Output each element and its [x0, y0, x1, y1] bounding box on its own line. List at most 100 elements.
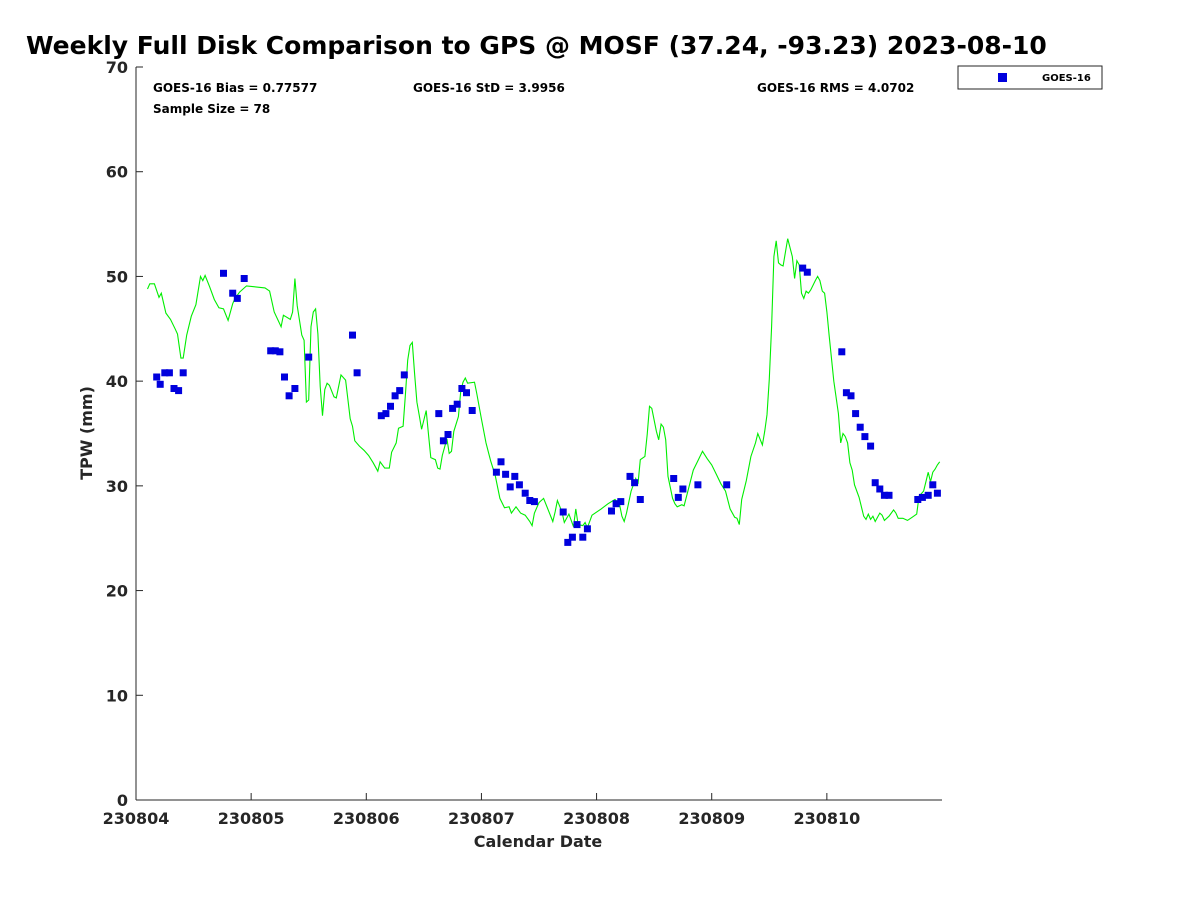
data-point-goes16 — [435, 410, 443, 418]
data-point-goes16 — [506, 483, 514, 491]
data-point-goes16 — [153, 373, 161, 381]
data-point-goes16 — [400, 371, 408, 379]
data-point-goes16 — [156, 380, 164, 388]
data-point-goes16 — [670, 475, 678, 482]
data-point-goes16 — [240, 275, 248, 282]
data-point-goes16 — [458, 385, 466, 392]
data-point-goes16 — [377, 412, 385, 420]
x-tick-label: 230808 — [563, 809, 630, 828]
data-point-goes16 — [511, 472, 519, 480]
data-point-goes16 — [271, 347, 279, 355]
data-point-goes16 — [165, 369, 173, 377]
chart-title: Weekly Full Disk Comparison to GPS @ MOS… — [26, 31, 1047, 60]
data-point-goes16 — [842, 389, 850, 397]
y-tick-label: 60 — [106, 163, 128, 182]
data-point-goes16 — [267, 347, 275, 355]
data-point-goes16 — [281, 373, 288, 381]
data-point-goes16 — [353, 369, 361, 377]
data-point-goes16 — [933, 489, 941, 497]
y-tick-label: 40 — [106, 372, 128, 391]
data-point-goes16 — [291, 385, 299, 392]
data-point-goes16 — [349, 331, 356, 339]
data-point-goes16 — [170, 385, 178, 392]
series-line-gps — [146, 238, 941, 530]
data-point-goes16 — [856, 423, 864, 431]
y-tick-label: 30 — [106, 477, 128, 496]
x-axis-label: Calendar Date — [474, 832, 603, 851]
data-point-goes16 — [444, 431, 452, 438]
data-point-goes16 — [179, 369, 187, 377]
data-point-goes16 — [612, 500, 620, 508]
stat-sample-size: Sample Size = 78 — [153, 102, 270, 116]
data-point-goes16 — [626, 472, 634, 480]
y-tick-label: 10 — [106, 686, 128, 705]
y-tick-label: 0 — [117, 791, 128, 810]
x-tick-label: 230807 — [448, 809, 515, 828]
data-point-goes16 — [521, 489, 529, 497]
data-point-goes16 — [161, 369, 169, 377]
data-point-goes16 — [867, 442, 875, 450]
data-point-goes16 — [608, 507, 615, 515]
legend-label: GOES-16 — [1042, 73, 1091, 84]
data-point-goes16 — [439, 437, 447, 445]
data-point-goes16 — [559, 508, 567, 516]
data-point-goes16 — [382, 410, 390, 418]
data-point-goes16 — [723, 481, 731, 489]
stat-rms: GOES-16 RMS = 4.0702 — [757, 81, 914, 95]
data-point-goes16 — [305, 353, 313, 361]
legend: GOES-16 — [957, 65, 1103, 90]
y-tick-label: 20 — [106, 582, 128, 601]
data-point-goes16 — [391, 392, 399, 400]
y-axis-label: TPW (mm) — [77, 386, 96, 480]
data-point-goes16 — [679, 485, 687, 493]
data-point-goes16 — [285, 392, 293, 400]
x-tick-label: 230806 — [333, 809, 400, 828]
data-point-goes16 — [175, 387, 183, 395]
data-point-goes16 — [852, 410, 860, 418]
data-point-goes16 — [220, 269, 227, 277]
data-point-goes16 — [233, 294, 241, 302]
data-point-goes16 — [564, 538, 572, 546]
data-point-goes16 — [515, 481, 523, 489]
data-point-goes16 — [636, 496, 644, 503]
data-point-goes16 — [468, 407, 476, 414]
legend-box — [957, 65, 1103, 90]
data-point-goes16 — [871, 479, 879, 487]
data-point-goes16 — [497, 458, 505, 466]
data-point-goes16 — [453, 400, 461, 408]
data-point-goes16 — [387, 402, 394, 410]
data-point-goes16 — [885, 491, 893, 499]
stat-std: GOES-16 StD = 3.9956 — [413, 81, 565, 95]
legend-marker — [998, 73, 1007, 82]
data-point-goes16 — [924, 491, 932, 499]
data-point-goes16 — [449, 404, 457, 412]
data-point-goes16 — [880, 491, 888, 499]
data-point-goes16 — [492, 468, 500, 476]
data-point-goes16 — [526, 497, 534, 504]
y-ticks: 0 10 20 30 40 50 60 70 — [106, 58, 143, 810]
y-tick-label: 70 — [106, 58, 128, 77]
stat-bias: GOES-16 Bias = 0.77577 — [153, 81, 317, 95]
x-tick-label: 230809 — [678, 809, 745, 828]
y-tick-label: 50 — [106, 267, 128, 286]
x-tick-label: 230810 — [793, 809, 860, 828]
x-tick-label: 230804 — [103, 809, 170, 828]
series-layer — [146, 238, 941, 546]
data-point-goes16 — [631, 479, 639, 487]
data-point-goes16 — [861, 433, 869, 441]
data-point-goes16 — [918, 493, 926, 501]
data-point-goes16 — [396, 387, 404, 395]
data-point-goes16 — [617, 498, 625, 506]
data-point-goes16 — [876, 485, 884, 493]
x-tick-label: 230805 — [218, 809, 285, 828]
data-point-goes16 — [579, 533, 587, 541]
data-point-goes16 — [568, 533, 576, 541]
data-point-goes16 — [838, 348, 846, 356]
data-point-goes16 — [276, 348, 284, 356]
data-point-goes16 — [583, 525, 591, 533]
data-point-goes16 — [929, 481, 937, 489]
plot-area — [135, 67, 942, 801]
data-point-goes16 — [573, 521, 581, 529]
data-point-goes16 — [229, 289, 237, 297]
